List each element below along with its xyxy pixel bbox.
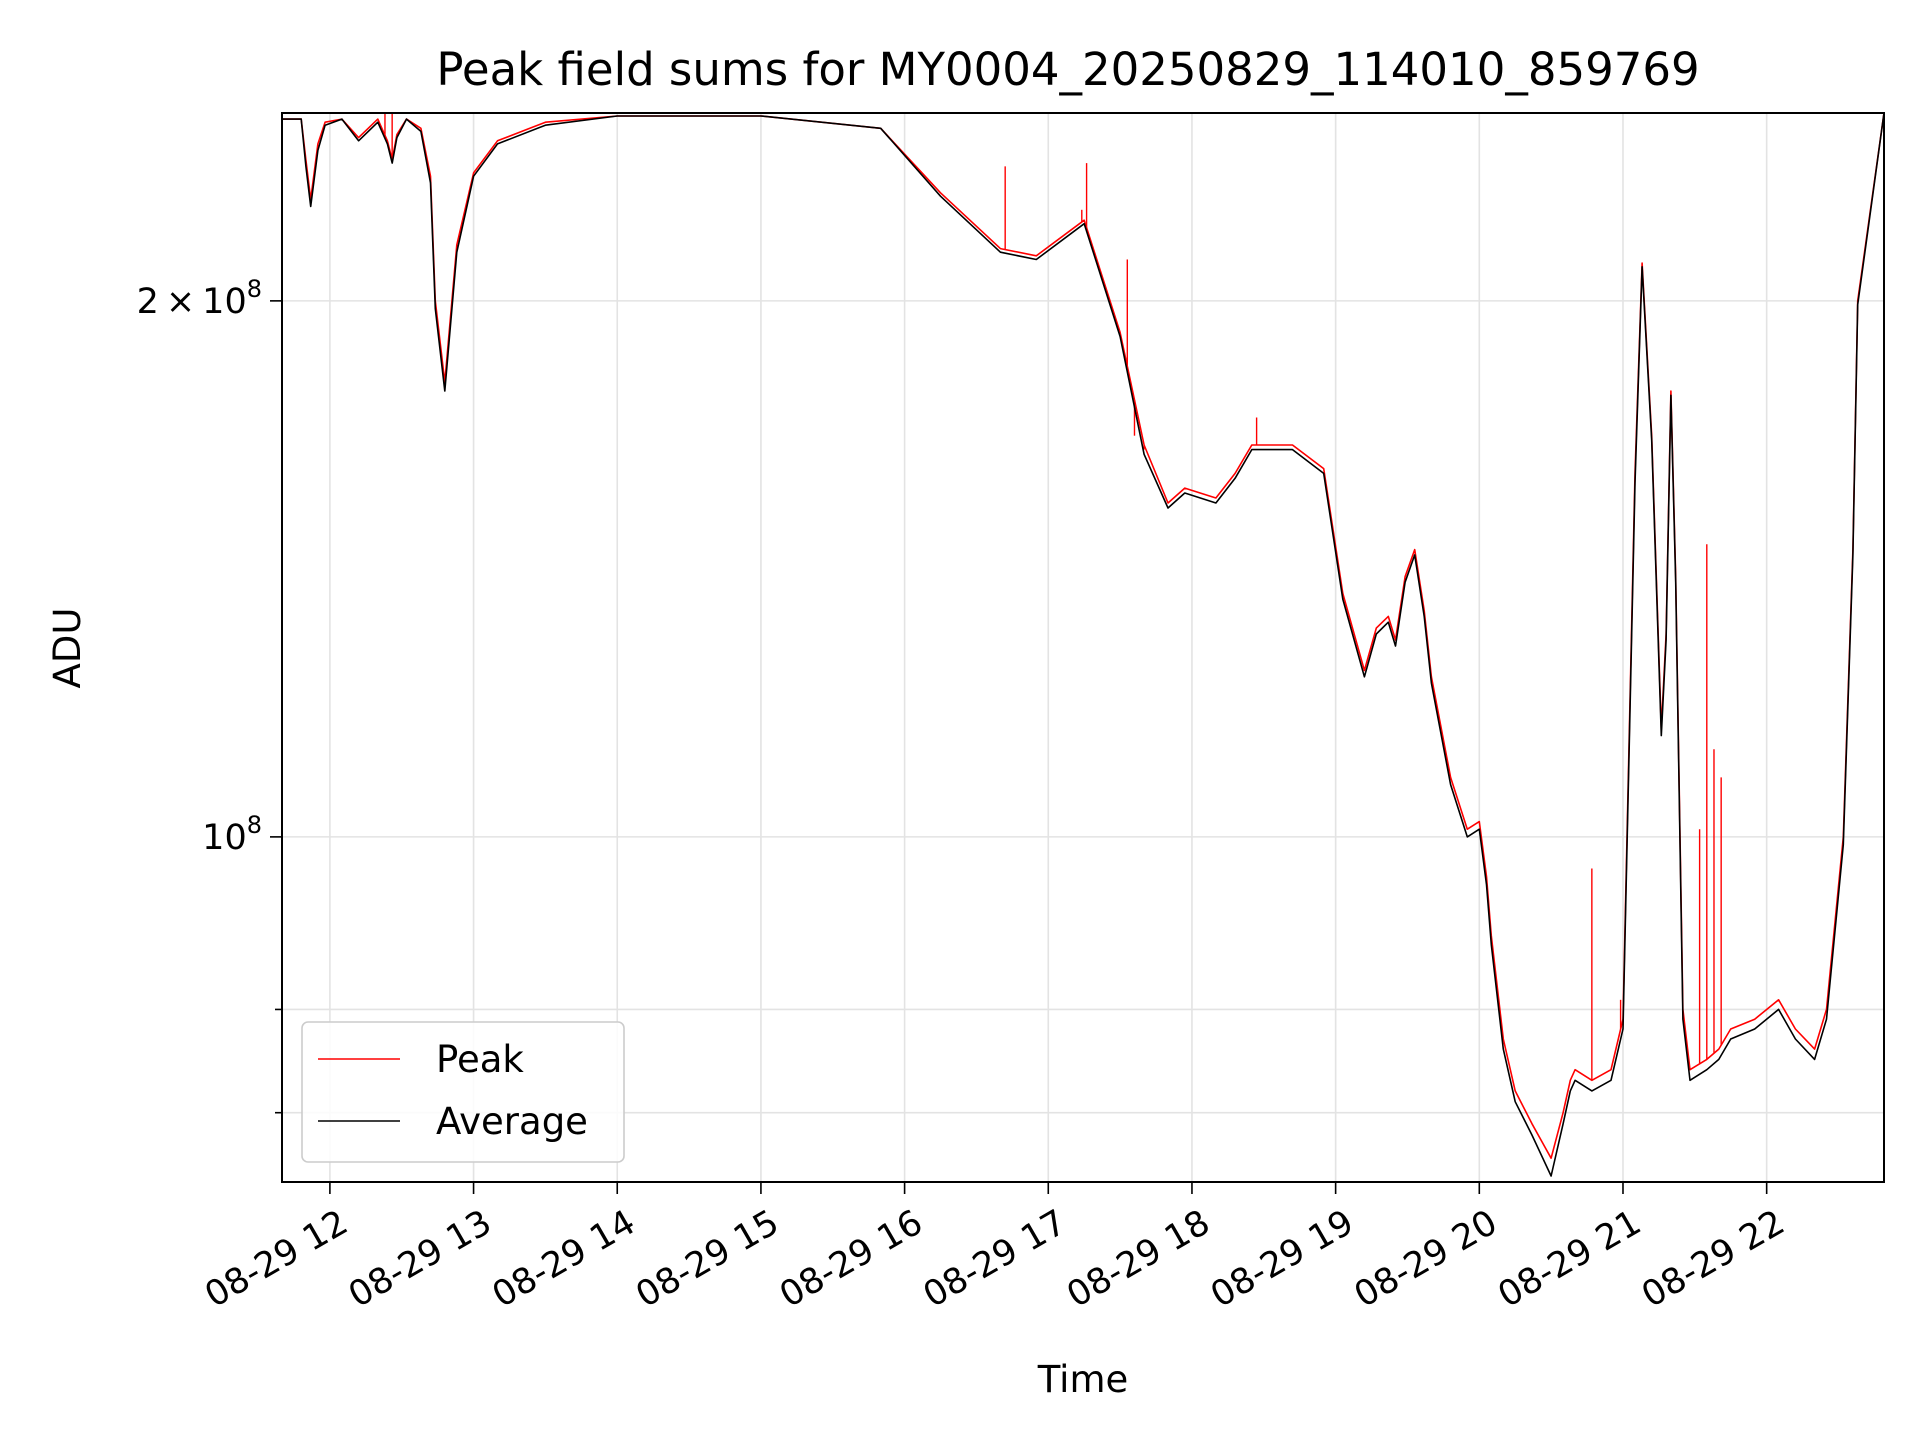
axes-frame [281,112,1885,1183]
legend-label-average: Average [436,1100,588,1143]
y-axis: 108 2 × 108 [137,275,282,1114]
legend-box [301,1021,625,1163]
legend: Peak Average [301,1021,625,1163]
x-axis-label: Time [1037,1358,1129,1401]
plot-area [282,113,1884,1177]
legend-label-peak: Peak [436,1038,524,1081]
series-line-average [282,113,1884,1177]
y-tick-label: 2 × 108 [137,275,262,322]
chart-title: Peak field sums for MY0004_20250829_1140… [436,43,1699,96]
y-axis-label: ADU [46,608,89,689]
y-tick-label: 108 [202,811,262,858]
